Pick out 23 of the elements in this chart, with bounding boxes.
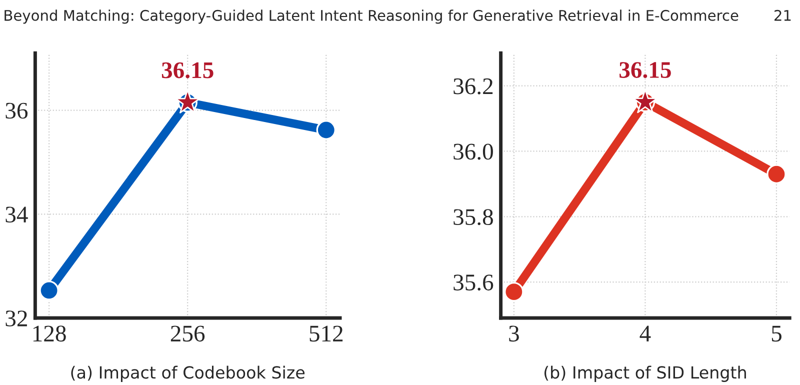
point <box>766 164 786 184</box>
data-label: 36.15 <box>162 62 214 78</box>
x-axis-title: (b) Impact of SID Length <box>544 366 746 382</box>
point <box>39 280 59 300</box>
point <box>504 282 524 302</box>
y-tick-label: 36.0 <box>454 144 493 160</box>
x-tick-label: 128 <box>33 326 66 342</box>
x-axis-title: (a) Impact of Codebook Size <box>71 366 305 382</box>
text: 21 <box>774 10 791 21</box>
point <box>316 120 336 140</box>
y-tick-label: 34 <box>6 206 28 223</box>
x-tick-label: 3 <box>509 326 519 342</box>
y-tick-label: 35.6 <box>454 274 494 291</box>
y-tick-label: 36 <box>6 102 28 119</box>
x-tick-label: 5 <box>772 326 782 342</box>
x-tick-label: 512 <box>310 326 343 342</box>
data-label: 36.15 <box>620 62 671 78</box>
x-tick-label: 4 <box>640 326 651 342</box>
x-tick-label: 256 <box>170 326 205 342</box>
y-tick-label: 35.8 <box>454 209 493 226</box>
y-tick-label: 36.2 <box>454 78 493 94</box>
text: Beyond Matching: Category-Guided Latent Intent Reasoning for Generative Retrieval in E-Commerce <box>4 10 738 24</box>
y-tick-label: 32 <box>6 310 27 326</box>
